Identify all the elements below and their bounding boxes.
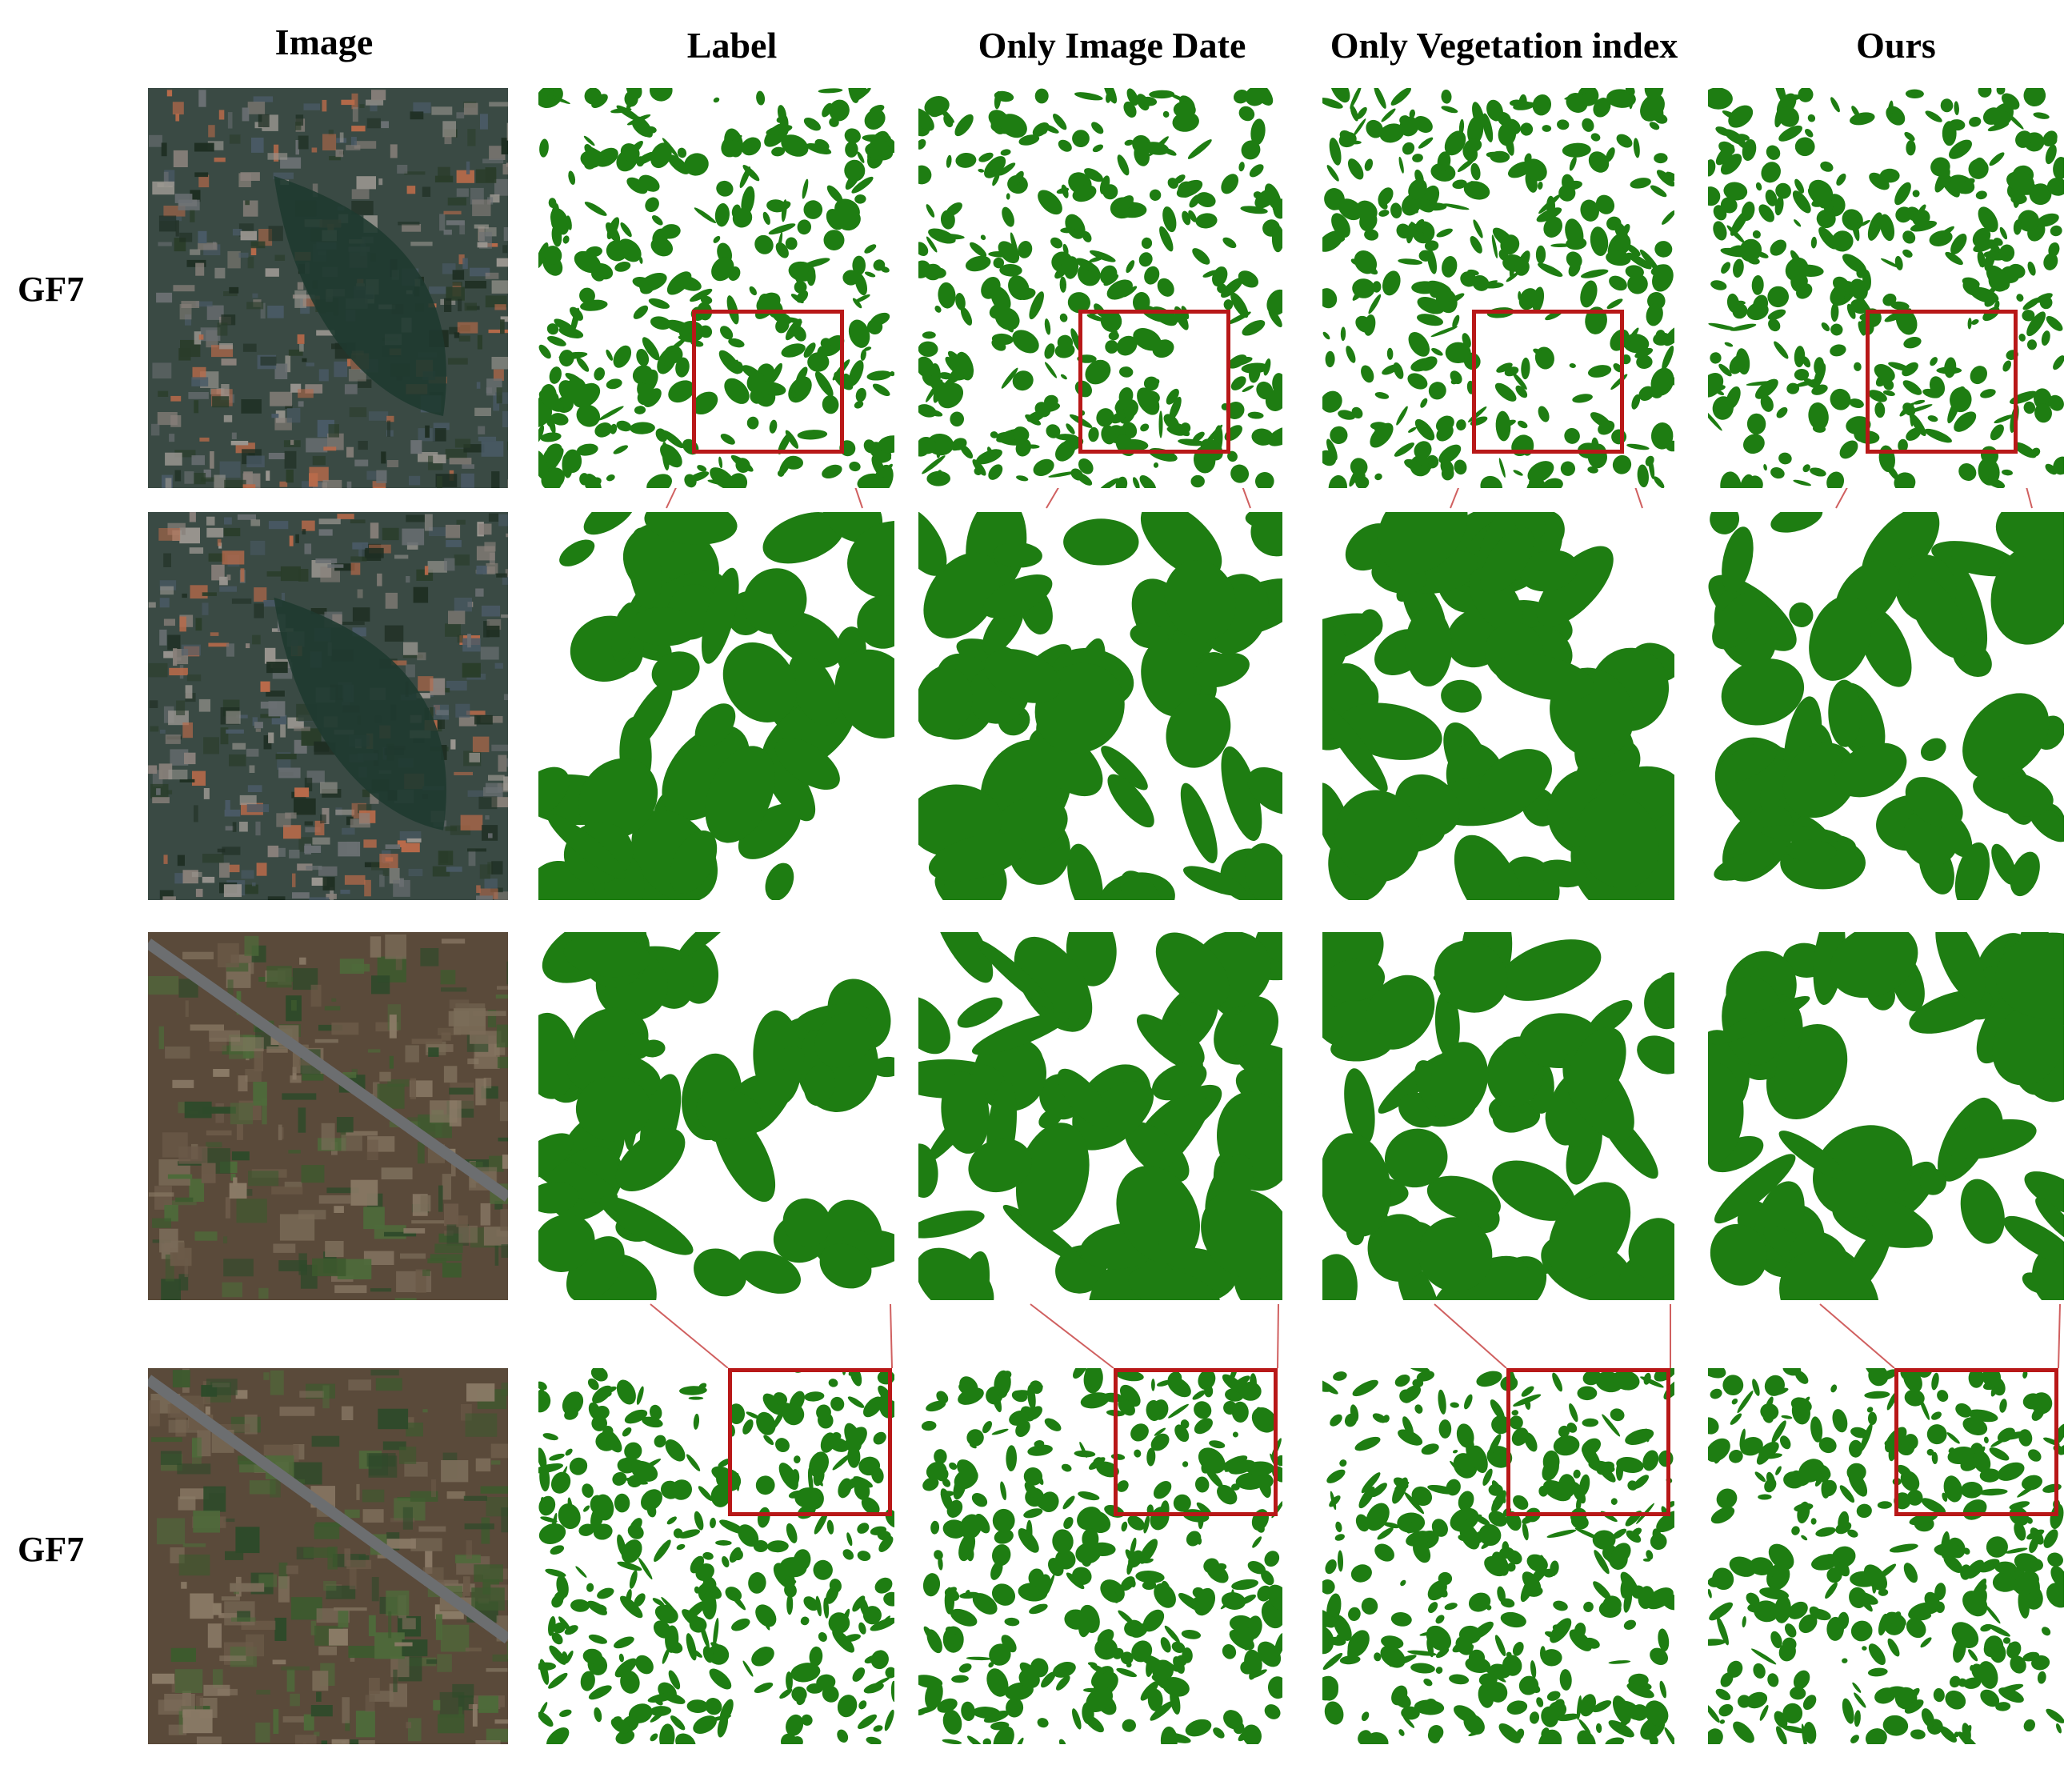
panel-row1-image xyxy=(148,88,508,488)
panel-row4-label xyxy=(538,1368,894,1744)
column-header-image: Image xyxy=(274,22,374,62)
zoom-box-only-vegetation-index-row4 xyxy=(1506,1368,1670,1516)
panel-row1-only-vegetation-index xyxy=(1322,88,1674,488)
panel-row3-ours xyxy=(1708,932,2064,1300)
row-label-4: GF7 xyxy=(18,1530,85,1569)
zoom-box-label-row1 xyxy=(692,310,844,454)
panel-row2-ours xyxy=(1708,512,2064,900)
column-header-only-image-date: Only Image Date xyxy=(978,25,1246,66)
zoom-box-only-image-date-row4 xyxy=(1114,1368,1278,1516)
zoom-box-label-row4 xyxy=(728,1368,892,1516)
panel-row3-only-image-date xyxy=(918,932,1282,1300)
column-header-only-vegetation-index: Only Vegetation index xyxy=(1330,25,1678,66)
panel-row3-only-vegetation-index xyxy=(1322,932,1674,1300)
panel-row3-image xyxy=(148,932,508,1300)
zoom-box-only-image-date-row1 xyxy=(1078,310,1230,454)
panel-row4-ours xyxy=(1708,1368,2064,1744)
zoom-box-ours-row1 xyxy=(1866,310,2018,454)
panel-row4-image xyxy=(148,1368,508,1744)
panel-row2-label xyxy=(538,512,894,900)
row-label-1: GF7 xyxy=(18,270,85,309)
panel-row2-only-vegetation-index xyxy=(1322,512,1674,900)
zoom-box-ours-row4 xyxy=(1894,1368,2058,1516)
column-header-ours: Ours xyxy=(1856,25,1936,66)
panel-row1-ours xyxy=(1708,88,2064,488)
panel-row3-label xyxy=(538,932,894,1300)
panel-row2-image xyxy=(148,512,508,900)
panel-row1-only-image-date xyxy=(918,88,1282,488)
column-header-label: Label xyxy=(686,25,778,66)
panel-row2-only-image-date xyxy=(918,512,1282,900)
panel-row1-label xyxy=(538,88,894,488)
panel-row4-only-vegetation-index xyxy=(1322,1368,1674,1744)
zoom-box-only-vegetation-index-row1 xyxy=(1472,310,1624,454)
